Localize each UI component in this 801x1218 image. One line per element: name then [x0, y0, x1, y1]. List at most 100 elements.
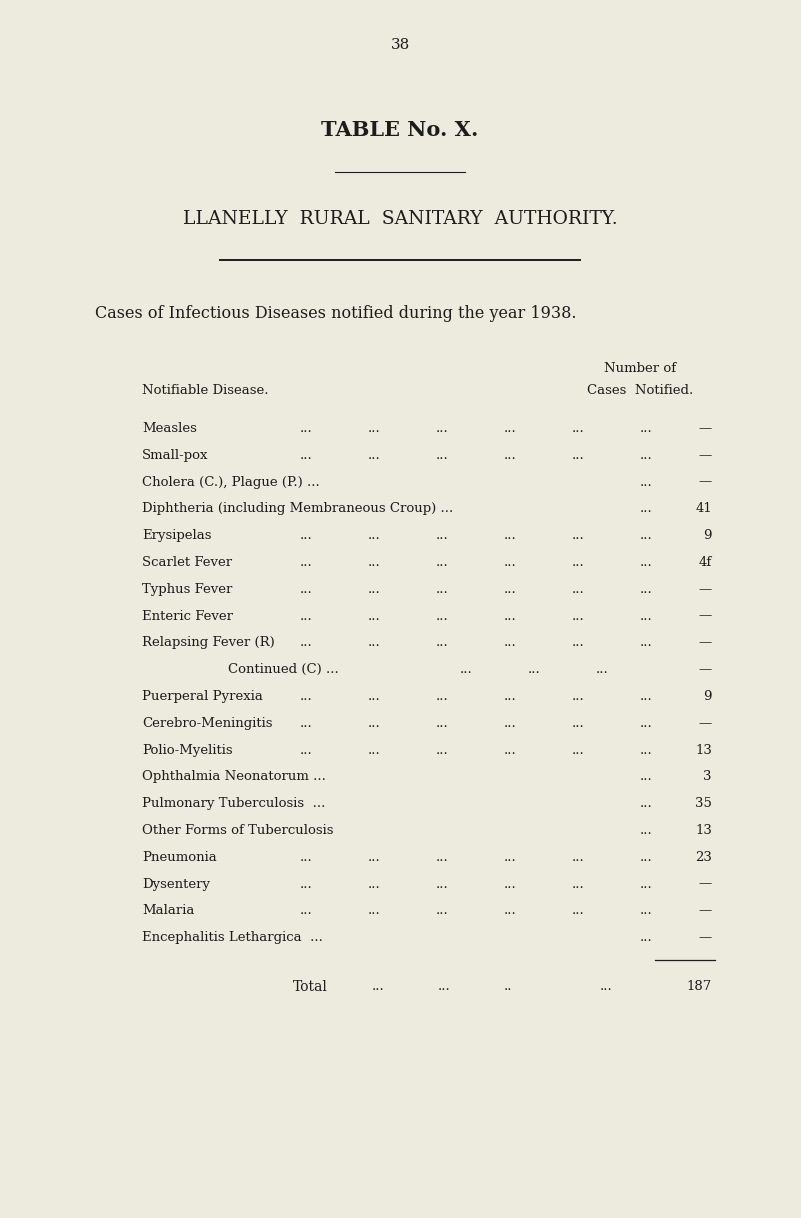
Text: Relapsing Fever (R): Relapsing Fever (R) [142, 636, 275, 649]
Text: ...: ... [504, 421, 517, 435]
Text: Enteric Fever: Enteric Fever [142, 609, 233, 622]
Text: Diphtheria (including Membraneous Croup) ...: Diphtheria (including Membraneous Croup)… [142, 502, 453, 515]
Text: —: — [698, 609, 712, 622]
Text: ...: ... [436, 555, 449, 569]
Text: 9: 9 [703, 529, 712, 542]
Text: Number of: Number of [604, 362, 676, 375]
Text: ...: ... [504, 744, 517, 756]
Text: ...: ... [640, 421, 653, 435]
Text: ...: ... [572, 555, 585, 569]
Text: 23: 23 [695, 851, 712, 864]
Text: ...: ... [504, 529, 517, 542]
Text: ...: ... [504, 905, 517, 917]
Text: ...: ... [300, 851, 312, 864]
Text: 38: 38 [390, 38, 409, 52]
Text: ...: ... [640, 475, 653, 488]
Text: ...: ... [572, 529, 585, 542]
Text: Malaria: Malaria [142, 905, 195, 917]
Text: 41: 41 [695, 502, 712, 515]
Text: ...: ... [300, 878, 312, 890]
Text: 13: 13 [695, 744, 712, 756]
Text: —: — [698, 448, 712, 462]
Text: ...: ... [368, 636, 380, 649]
Text: Erysipelas: Erysipelas [142, 529, 211, 542]
Text: ...: ... [572, 448, 585, 462]
Text: ..: .. [504, 980, 513, 993]
Text: LLANELLY  RURAL  SANITARY  AUTHORITY.: LLANELLY RURAL SANITARY AUTHORITY. [183, 209, 618, 228]
Text: ...: ... [572, 582, 585, 596]
Text: ...: ... [640, 582, 653, 596]
Text: ...: ... [640, 932, 653, 944]
Text: 35: 35 [695, 798, 712, 810]
Text: ...: ... [436, 905, 449, 917]
Text: 187: 187 [686, 980, 712, 993]
Text: ...: ... [368, 448, 380, 462]
Text: ...: ... [368, 582, 380, 596]
Text: Continued (C) ...: Continued (C) ... [228, 663, 339, 676]
Text: ...: ... [572, 609, 585, 622]
Text: —: — [698, 717, 712, 730]
Text: Cases  Notified.: Cases Notified. [587, 384, 693, 397]
Text: ...: ... [572, 905, 585, 917]
Text: ...: ... [640, 825, 653, 837]
Text: ...: ... [640, 609, 653, 622]
Text: ...: ... [436, 744, 449, 756]
Text: ...: ... [504, 448, 517, 462]
Text: ...: ... [436, 582, 449, 596]
Text: ...: ... [300, 609, 312, 622]
Text: ...: ... [368, 717, 380, 730]
Text: ...: ... [436, 609, 449, 622]
Text: ...: ... [368, 878, 380, 890]
Text: TABLE No. X.: TABLE No. X. [321, 121, 479, 140]
Text: ...: ... [300, 448, 312, 462]
Text: —: — [698, 932, 712, 944]
Text: ...: ... [368, 421, 380, 435]
Text: ...: ... [436, 878, 449, 890]
Text: ...: ... [436, 636, 449, 649]
Text: —: — [698, 636, 712, 649]
Text: Encephalitis Lethargica  ...: Encephalitis Lethargica ... [142, 932, 323, 944]
Text: —: — [698, 905, 712, 917]
Text: ...: ... [300, 636, 312, 649]
Text: Polio-Myelitis: Polio-Myelitis [142, 744, 232, 756]
Text: ...: ... [640, 691, 653, 703]
Text: ...: ... [300, 717, 312, 730]
Text: 4f: 4f [698, 555, 712, 569]
Text: Cases of Infectious Diseases notified during the year 1938.: Cases of Infectious Diseases notified du… [95, 304, 577, 322]
Text: ...: ... [300, 555, 312, 569]
Text: ...: ... [368, 691, 380, 703]
Text: ...: ... [572, 691, 585, 703]
Text: ...: ... [528, 663, 541, 676]
Text: Cholera (C.), Plague (P.) ...: Cholera (C.), Plague (P.) ... [142, 475, 320, 488]
Text: —: — [698, 878, 712, 890]
Text: ...: ... [572, 851, 585, 864]
Text: Typhus Fever: Typhus Fever [142, 582, 232, 596]
Text: 9: 9 [703, 691, 712, 703]
Text: ...: ... [436, 851, 449, 864]
Text: Ophthalmia Neonatorum ...: Ophthalmia Neonatorum ... [142, 771, 326, 783]
Text: ...: ... [436, 421, 449, 435]
Text: Notifiable Disease.: Notifiable Disease. [142, 384, 268, 397]
Text: ...: ... [640, 851, 653, 864]
Text: ...: ... [368, 529, 380, 542]
Text: ...: ... [436, 448, 449, 462]
Text: ...: ... [600, 980, 613, 993]
Text: ...: ... [572, 878, 585, 890]
Text: ...: ... [300, 691, 312, 703]
Text: Other Forms of Tuberculosis: Other Forms of Tuberculosis [142, 825, 333, 837]
Text: ...: ... [640, 502, 653, 515]
Text: ...: ... [460, 663, 473, 676]
Text: Scarlet Fever: Scarlet Fever [142, 555, 232, 569]
Text: —: — [698, 475, 712, 488]
Text: ...: ... [368, 744, 380, 756]
Text: ...: ... [572, 744, 585, 756]
Text: 13: 13 [695, 825, 712, 837]
Text: ...: ... [504, 851, 517, 864]
Text: ...: ... [300, 582, 312, 596]
Text: ...: ... [504, 717, 517, 730]
Text: Puerperal Pyrexia: Puerperal Pyrexia [142, 691, 263, 703]
Text: ...: ... [504, 555, 517, 569]
Text: ...: ... [640, 798, 653, 810]
Text: ...: ... [640, 878, 653, 890]
Text: ...: ... [504, 691, 517, 703]
